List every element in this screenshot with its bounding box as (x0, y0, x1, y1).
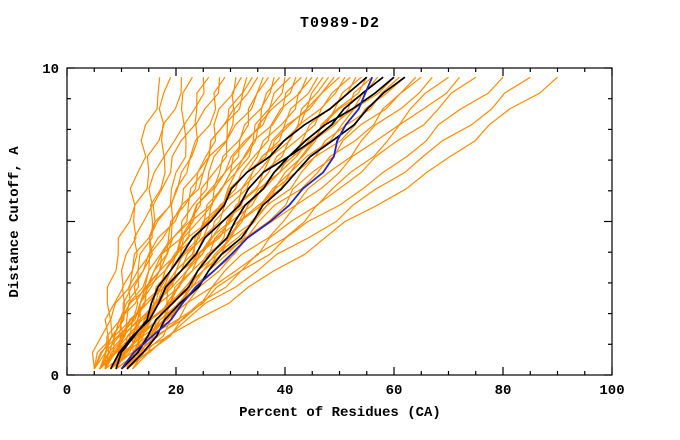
prediction-line-orange (93, 76, 335, 370)
prediction-line-orange (121, 76, 406, 370)
x-tick-label: 100 (599, 383, 624, 399)
prediction-line-orange (99, 76, 259, 370)
prediction-line-orange (121, 76, 460, 370)
y-tick-label: 10 (42, 62, 59, 78)
highlight-line-black (115, 76, 368, 370)
prediction-line-orange (121, 76, 558, 370)
x-axis-label: Percent of Residues (CA) (239, 405, 441, 421)
prediction-line-orange (126, 76, 417, 370)
prediction-line-orange (99, 77, 297, 370)
prediction-line-orange (99, 76, 172, 370)
axis-tick-labels: 0 20 40 60 80 100 0 10 (42, 62, 624, 399)
prediction-line-orange (104, 77, 182, 369)
x-tick-label: 80 (495, 383, 512, 399)
highlight-line-black (126, 76, 406, 370)
prediction-line-orange (110, 76, 308, 370)
y-tick-label: 0 (51, 369, 59, 385)
model-lines-layer (91, 76, 558, 370)
x-tick-label: 60 (386, 383, 403, 399)
prediction-line-orange (115, 76, 531, 370)
prediction-line-orange (110, 76, 395, 370)
prediction-line-orange (110, 76, 433, 370)
x-tick-label: 40 (277, 383, 294, 399)
prediction-line-orange (93, 76, 291, 370)
x-tick-label: 0 (63, 383, 71, 399)
prediction-line-orange (110, 76, 504, 370)
prediction-line-orange (115, 76, 357, 370)
highlight-line-black (120, 76, 384, 370)
prediction-line-orange (115, 77, 205, 369)
prediction-line-orange (99, 77, 221, 370)
prediction-line-orange (126, 76, 477, 370)
highlight-line-black (109, 76, 395, 370)
y-axis-label: Distance Cutoff, A (7, 146, 23, 298)
highlight-line-blue (120, 76, 374, 370)
chart-title: T0989-D2 (300, 15, 380, 32)
x-tick-label: 20 (168, 383, 185, 399)
axis-ticks (66, 67, 613, 376)
prediction-line-orange (110, 76, 351, 370)
prediction-line-orange (93, 76, 253, 370)
